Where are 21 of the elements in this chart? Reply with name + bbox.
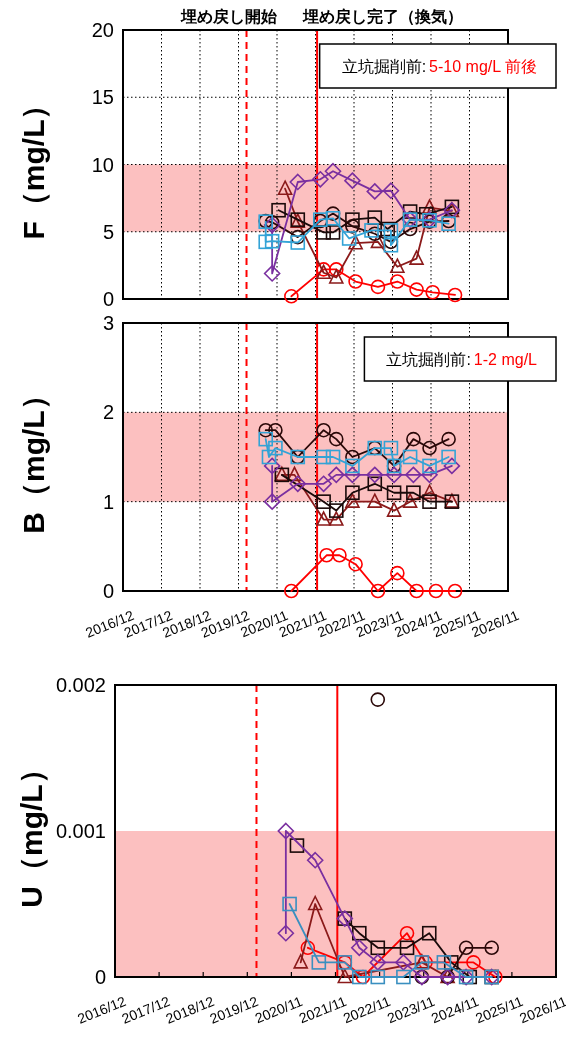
y-tick-label: 1 [102, 490, 114, 513]
ref-line-label: 埋め戻し開始 [179, 8, 278, 25]
y-tick-label: 3 [102, 312, 114, 334]
y-axis-title: B（mg/L） [17, 380, 50, 534]
y-tick-label: 10 [91, 153, 114, 176]
annotation: 5-10 mg/L 前後 [429, 58, 537, 75]
y-tick-label: 15 [91, 86, 114, 109]
ref-line-label: 埋め戻し完了（換気） [302, 7, 464, 26]
y-tick-label: 0.001 [55, 820, 106, 842]
y-axis-title: F（mg/L） [17, 89, 50, 240]
y-tick-label: 0 [102, 288, 114, 310]
y-tick-label: 5 [102, 220, 114, 243]
y-tick-label: 20 [91, 19, 114, 41]
y-tick-label: 2 [102, 401, 114, 424]
annotation: 1-2 mg/L [473, 351, 538, 368]
y-tick-label: 0.002 [55, 674, 106, 696]
y-tick-label: 0 [102, 580, 114, 602]
annotation: 立坑掘削前: [386, 351, 471, 368]
y-tick-label: 0 [94, 966, 106, 988]
y-axis-title: U（mg/L） [15, 754, 48, 908]
annotation: 立坑掘削前: [341, 58, 427, 75]
